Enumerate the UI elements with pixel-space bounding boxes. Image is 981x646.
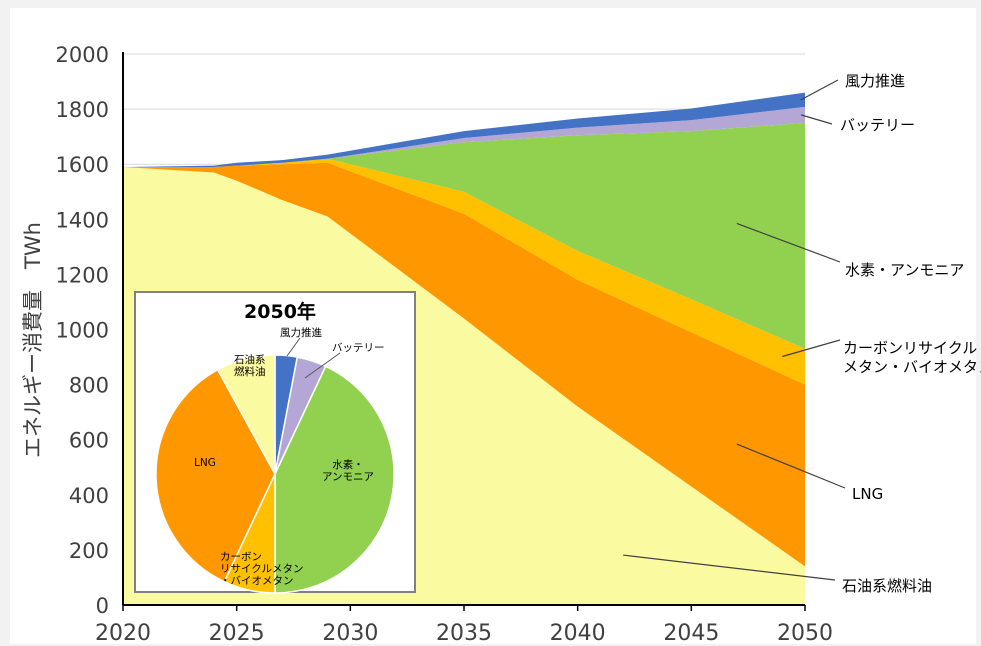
y-tick-label: 200 [69,539,109,563]
series-label: 風力推進 [845,72,905,90]
y-tick-label: 2000 [56,43,109,67]
area-series-1 [123,162,805,567]
pie-slice-2 [274,365,395,594]
pie-label: LNG [194,457,216,469]
pie-slice-5 [216,354,276,475]
y-tick-label: 0 [96,594,109,618]
pie-label: 水素・ [332,458,364,471]
y-tick-label: 1600 [56,153,109,177]
pie-title: 2050年 [244,300,316,323]
pie-leader-line [286,337,301,357]
axes [122,52,806,611]
area-series-2 [123,158,805,385]
x-tick-labels: 2020 2025 2030 2035 2040 2045 2050 [95,621,833,646]
series-label: カーボンリサイクル [843,339,977,357]
x-tick-label: 2035 [436,621,492,646]
pie-label: カーボン [220,551,262,563]
x-tick-label: 2040 [550,621,606,646]
callout-line [800,114,833,125]
callout-line [782,339,841,358]
series-label: バッテリー [840,116,915,134]
x-tick-label: 2025 [209,621,265,646]
pie-chart [155,354,395,594]
callout-line [623,554,836,581]
callout-line [800,79,839,101]
y-tick-label: 1800 [56,98,109,122]
y-tick-label: 1200 [56,263,109,287]
y-tick-label: 400 [69,484,109,508]
pie-label: 石油系 [234,353,266,366]
series-label: 石油系燃料油 [842,577,932,595]
callout-line [736,443,846,489]
pie-label: ・バイオメタン [220,575,294,587]
area-series-3 [123,122,805,349]
pie-leader-line [304,352,341,379]
series-label: LNG [852,485,883,503]
x-tick-label: 2030 [322,621,378,646]
x-tick-label: 2020 [95,621,151,646]
x-tick-label: 2045 [663,621,719,646]
pie-label: バッテリー [332,342,385,354]
y-axis-label: エネルギー消費量 TWh [21,222,45,458]
x-tick-label: 2050 [777,621,833,646]
pie-label: リサイクルメタン [220,563,303,575]
y-tick-label: 600 [69,429,109,453]
y-tick-label: 1400 [56,208,109,232]
y-tick-label: 1000 [56,319,109,343]
pie-label: 風力推進 [280,326,322,339]
pie-label: アンモニア [322,471,374,483]
y-tick-label: 800 [69,374,109,398]
series-label: メタン・バイオメタン [843,358,981,376]
pie-slice-4 [155,368,276,583]
callout-line [736,222,841,263]
pie-inset: 2050年 風力推進バッテリー水素・アンモニアカーボンリサイクルメタン・バイオメ… [134,291,416,594]
pie-label: 燃料油 [234,365,266,378]
y-tick-labels: 0 200 400 600 800 1000 1200 1400 1600 1800 2000 [56,43,109,618]
series-label: 水素・アンモニア [845,261,964,279]
